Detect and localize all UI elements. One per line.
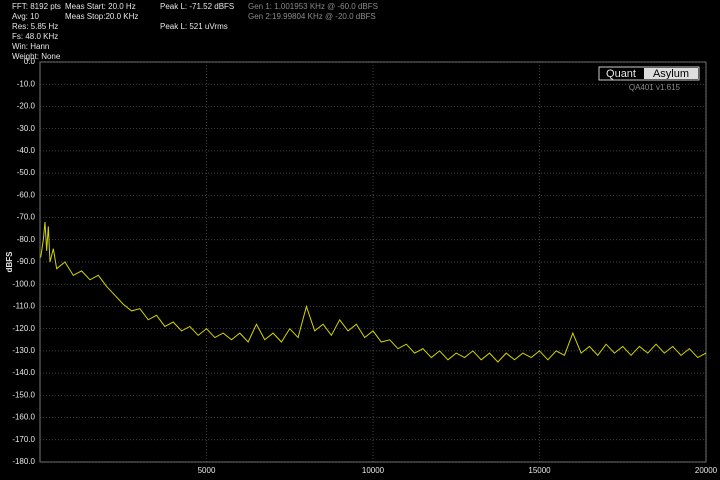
y-tick-label: -90.0 — [17, 257, 36, 266]
logo-text: Quant — [606, 68, 636, 80]
x-tick-label: 5000 — [198, 466, 216, 475]
y-tick-label: -70.0 — [17, 213, 36, 222]
gen-line: Gen 1: 1.001953 KHz @ -60.0 dBFS — [248, 2, 378, 11]
info-line: Avg: 10 — [12, 12, 40, 21]
y-tick-label: -120.0 — [12, 324, 35, 333]
logo-fill — [644, 68, 698, 79]
meas-line: Meas Stop:20.0 KHz — [65, 12, 138, 21]
y-tick-label: -180.0 — [12, 457, 35, 466]
x-tick-label: 20000 — [695, 466, 718, 475]
y-tick-label: -80.0 — [17, 235, 36, 244]
y-tick-label: -30.0 — [17, 124, 36, 133]
peak-line: Peak L: 521 uVrms — [160, 22, 228, 31]
info-line: Weight: None — [12, 52, 61, 61]
spectrum-line — [40, 221, 707, 363]
y-tick-label: -160.0 — [12, 413, 35, 422]
y-tick-label: -20.0 — [17, 102, 36, 111]
y-tick-label: -130.0 — [12, 346, 35, 355]
y-tick-label: -110.0 — [13, 302, 36, 311]
x-tick-label: 15000 — [528, 466, 551, 475]
info-line: FFT: 8192 pts — [12, 2, 61, 11]
x-tick-label: 10000 — [362, 466, 385, 475]
y-tick-label: -150.0 — [12, 390, 35, 399]
y-tick-label: -40.0 — [17, 146, 36, 155]
info-line: Win: Hann — [12, 42, 49, 51]
y-tick-label: -10.0 — [17, 79, 36, 88]
version-label: QA401 v1.615 — [629, 83, 681, 92]
peak-line: Peak L: -71.52 dBFS — [160, 2, 234, 11]
info-line: Fs: 48.0 KHz — [12, 32, 58, 41]
y-tick-label: -60.0 — [17, 190, 36, 199]
y-tick-label: -50.0 — [17, 168, 36, 177]
info-line: Res: 5.85 Hz — [12, 22, 58, 31]
y-tick-label: -100.0 — [12, 279, 35, 288]
logo-text: Asylum — [653, 68, 689, 80]
gen-line: Gen 2:19.99804 KHz @ -20.0 dBFS — [248, 12, 376, 21]
y-axis-label: dBFS — [5, 251, 14, 273]
y-tick-label: -170.0 — [12, 435, 35, 444]
meas-line: Meas Start: 20.0 Hz — [65, 2, 136, 11]
y-tick-label: -140.0 — [12, 368, 35, 377]
y-tick-label: 0.0 — [24, 57, 36, 66]
